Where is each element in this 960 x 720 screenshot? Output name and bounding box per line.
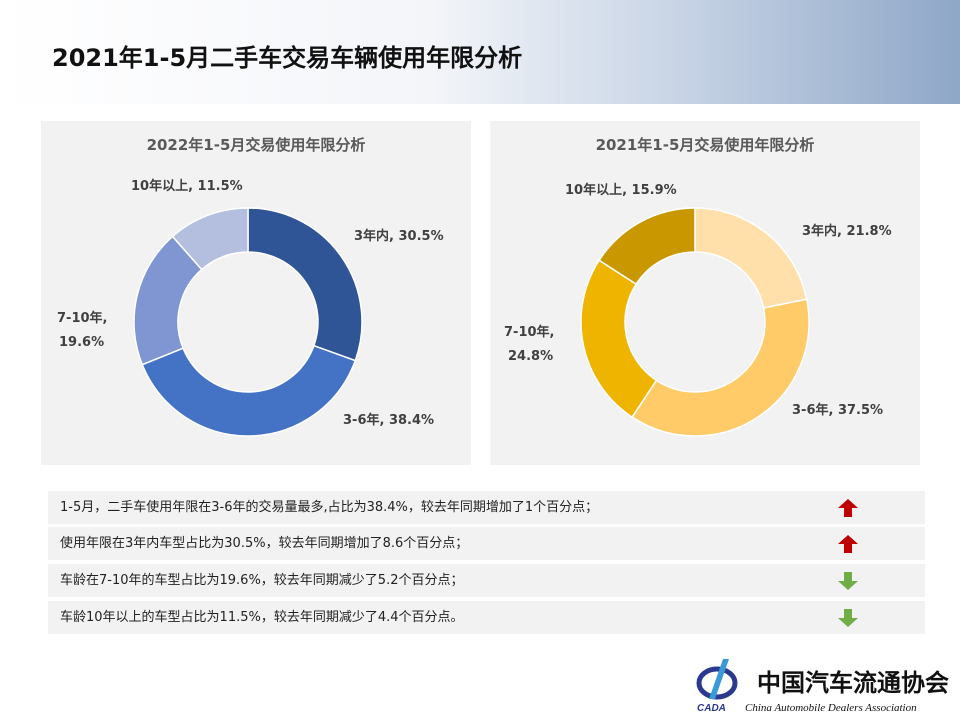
data-label: 10年以上, 15.9% xyxy=(565,183,677,198)
data-label: 3-6年, 37.5% xyxy=(792,403,884,418)
svg-text:中国汽车流通协会: 中国汽车流通协会 xyxy=(757,668,949,697)
data-label: 7-10年, xyxy=(57,311,108,326)
note-row: 1-5月，二手车使用年限在3-6年的交易量最多,占比为38.4%，较去年同期增加… xyxy=(48,491,925,524)
header-banner xyxy=(0,0,960,104)
data-label: 3年内, 21.8% xyxy=(802,224,892,239)
data-label: 19.6% xyxy=(59,335,105,350)
donut-chart-2021 xyxy=(580,207,810,437)
chart-panel-2022: 2022年1-5月交易使用年限分析 3年内, 30.5% 3-6年, 38.4%… xyxy=(41,121,471,465)
donut-slice-7-10年 xyxy=(580,259,658,419)
data-label: 10年以上, 11.5% xyxy=(131,179,243,194)
note-text: 1-5月，二手车使用年限在3-6年的交易量最多,占比为38.4%，较去年同期增加… xyxy=(60,500,599,515)
donut-slice-3-6年 xyxy=(631,298,810,437)
page-title: 2021年1-5月二手车交易车辆使用年限分析 xyxy=(52,44,523,72)
note-text: 使用年限在3年内车型占比为30.5%，较去年同期增加了8.6个百分点； xyxy=(60,536,469,551)
arrow-down-icon xyxy=(838,609,858,627)
arrow-up-icon xyxy=(838,499,858,517)
note-row: 车龄10年以上的车型占比为11.5%，较去年同期减少了4.4个百分点。 xyxy=(48,601,925,634)
chart-title: 2022年1-5月交易使用年限分析 xyxy=(146,136,366,154)
chart-panel-2021: 2021年1-5月交易使用年限分析 3年内, 21.8% 3-6年, 37.5%… xyxy=(490,121,920,465)
data-label: 7-10年, xyxy=(504,325,555,340)
arrow-down-icon xyxy=(838,572,858,590)
donut-chart-2022 xyxy=(133,207,363,437)
data-label: 3-6年, 38.4% xyxy=(343,413,435,428)
note-text: 车龄10年以上的车型占比为11.5%，较去年同期减少了4.4个百分点。 xyxy=(60,610,464,625)
cada-logo: CADA 中国汽车流通协会 China Automobile Dealers A… xyxy=(696,659,949,714)
note-text: 车龄在7-10年的车型占比为19.6%，较去年同期减少了5.2个百分点； xyxy=(60,573,464,588)
arrow-up-icon xyxy=(838,535,858,553)
note-row: 使用年限在3年内车型占比为30.5%，较去年同期增加了8.6个百分点； xyxy=(48,527,925,560)
donut-slice-3-6年 xyxy=(141,344,357,437)
data-label: 3年内, 30.5% xyxy=(354,229,444,244)
svg-text:China Automobile Dealers Assoc: China Automobile Dealers Association xyxy=(745,702,917,714)
note-row: 车龄在7-10年的车型占比为19.6%，较去年同期减少了5.2个百分点； xyxy=(48,564,925,597)
donut-slice-3年内 xyxy=(694,207,808,309)
data-label: 24.8% xyxy=(508,349,554,364)
donut-slice-10年以上 xyxy=(598,207,696,286)
svg-text:CADA: CADA xyxy=(697,703,726,714)
chart-title: 2021年1-5月交易使用年限分析 xyxy=(595,136,815,154)
donut-slice-10年以上 xyxy=(171,207,249,271)
donut-slice-3年内 xyxy=(247,207,363,362)
